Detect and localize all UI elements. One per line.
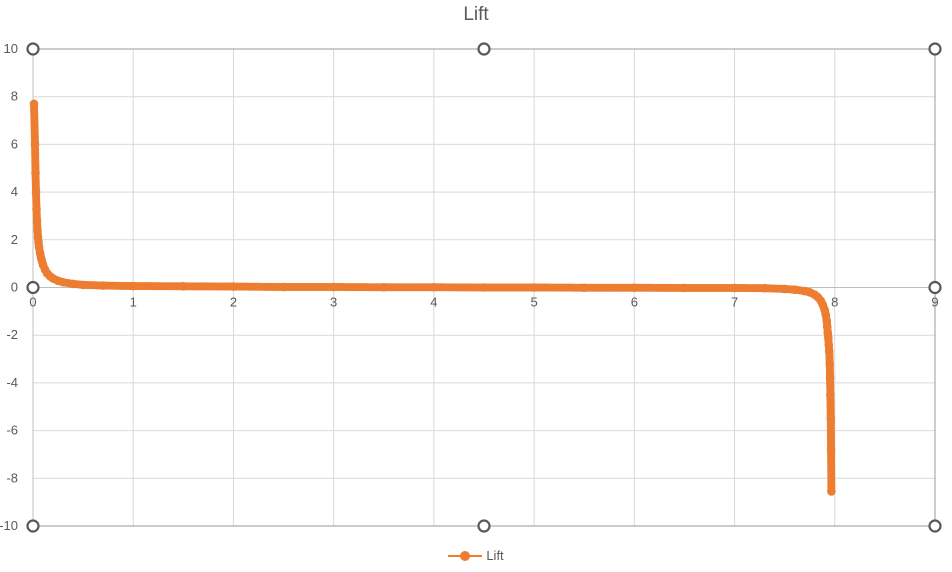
data-point xyxy=(825,359,835,369)
x-tick-label: 1 xyxy=(130,295,137,310)
data-point xyxy=(33,225,42,235)
y-tick-label: -6 xyxy=(6,423,18,438)
y-tick-label: 6 xyxy=(11,136,18,151)
resize-handle[interactable] xyxy=(26,519,40,533)
legend-marker-icon xyxy=(448,550,483,562)
data-point xyxy=(58,277,68,287)
y-tick-label: 4 xyxy=(11,184,18,199)
data-point xyxy=(680,283,689,293)
y-tick-label: 10 xyxy=(4,41,18,56)
resize-handle[interactable] xyxy=(477,519,491,533)
data-point xyxy=(827,487,836,496)
legend[interactable]: Lift xyxy=(0,548,952,563)
data-point xyxy=(30,140,40,149)
data-point xyxy=(32,204,41,214)
data-point xyxy=(630,283,639,293)
data-point xyxy=(229,282,238,291)
resize-handle[interactable] xyxy=(928,42,942,56)
y-tick-label: -10 xyxy=(0,518,18,533)
data-point xyxy=(32,216,42,226)
data-point xyxy=(429,282,439,292)
y-tick-label: 0 xyxy=(11,280,18,295)
data-point xyxy=(279,282,288,292)
resize-handle[interactable] xyxy=(928,280,942,295)
series-layer xyxy=(29,99,836,496)
resize-handle[interactable] xyxy=(477,42,491,56)
data-point xyxy=(824,347,834,357)
selection-handles xyxy=(26,42,942,533)
data-point xyxy=(826,390,835,400)
x-tick-label: 3 xyxy=(330,295,337,310)
x-tick-label: 5 xyxy=(530,295,537,310)
data-point xyxy=(29,99,39,109)
data-point xyxy=(98,281,108,290)
resize-handle[interactable] xyxy=(26,280,40,295)
data-point xyxy=(579,283,589,293)
x-tick-label: 7 xyxy=(731,295,738,310)
data-point xyxy=(823,333,833,342)
data-point xyxy=(780,284,789,294)
x-tick-label: 0 xyxy=(29,295,36,310)
data-point xyxy=(760,283,769,293)
resize-handle[interactable] xyxy=(26,42,40,56)
data-point xyxy=(329,282,338,292)
data-point xyxy=(479,283,489,292)
y-tick-label: 8 xyxy=(11,89,18,104)
data-point xyxy=(68,279,78,289)
y-tick-label: 2 xyxy=(11,232,18,247)
legend-label: Lift xyxy=(486,548,504,563)
data-point xyxy=(78,280,88,290)
data-point xyxy=(730,283,739,293)
data-point xyxy=(128,281,138,291)
data-point xyxy=(529,283,539,292)
y-tick-label: -4 xyxy=(6,375,18,390)
x-tick-label: 2 xyxy=(230,295,237,310)
x-tick-label: 8 xyxy=(831,295,838,310)
data-point xyxy=(826,414,836,423)
data-point xyxy=(790,285,799,294)
x-tick-label: 6 xyxy=(631,295,638,310)
x-tick-label: 4 xyxy=(430,295,437,310)
resize-handle[interactable] xyxy=(928,519,942,533)
data-point xyxy=(31,187,41,197)
data-point xyxy=(824,340,834,350)
y-tick-label: -2 xyxy=(6,327,18,342)
data-point xyxy=(179,282,188,291)
data-point xyxy=(31,168,40,178)
data-point xyxy=(825,373,835,383)
chart-title: Lift xyxy=(463,4,489,25)
data-point xyxy=(379,282,389,292)
y-tick-label: -8 xyxy=(6,470,18,485)
data-point xyxy=(826,445,836,454)
x-tick-label: 9 xyxy=(931,295,938,310)
